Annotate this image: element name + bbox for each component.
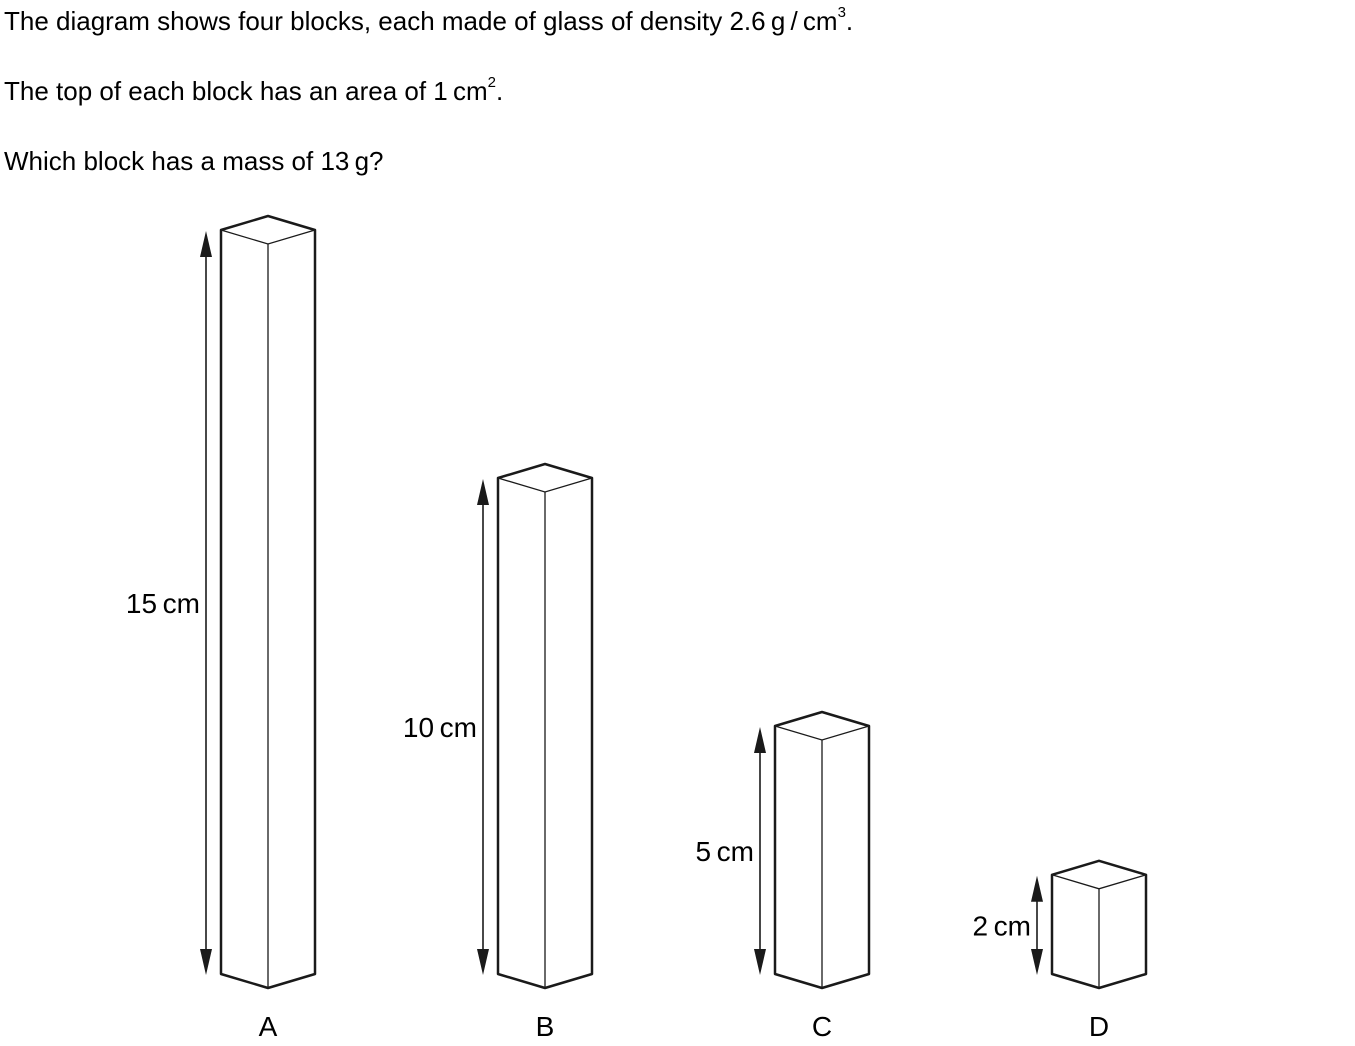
question-line-area: The top of each block has an area of 1 c… <box>4 74 504 106</box>
area-text: The top of each block has an area of 1 c… <box>4 76 488 106</box>
block-c-letter: C <box>812 1011 832 1042</box>
block-a-height-label: 15 cm <box>126 588 200 619</box>
block-b-arrow-down-icon <box>477 949 489 975</box>
block-c-height-label: 5 cm <box>695 836 754 867</box>
block-a-letter: A <box>259 1011 278 1042</box>
block-b-height-label: 10 cm <box>403 712 477 743</box>
block-d-letter: D <box>1089 1011 1109 1042</box>
block-d: 2 cm D <box>972 859 1148 1042</box>
block-c-arrow-up-icon <box>754 727 766 753</box>
block-d-height-label: 2 cm <box>972 910 1031 941</box>
question-line-prompt: Which block has a mass of 13 g? <box>4 146 384 176</box>
density-text: The diagram shows four blocks, each made… <box>4 6 838 36</box>
area-exponent: 2 <box>487 74 496 92</box>
question-line-density: The diagram shows four blocks, each made… <box>4 4 854 36</box>
block-b: 10 cm B <box>403 462 594 1042</box>
block-a-arrow-down-icon <box>200 949 212 975</box>
block-d-arrow-up-icon <box>1031 875 1043 902</box>
density-exponent: 3 <box>837 4 846 22</box>
block-a-arrow-up-icon <box>200 231 212 257</box>
area-period: . <box>495 76 504 106</box>
block-c-arrow-down-icon <box>754 949 766 975</box>
block-d-arrow-down-icon <box>1031 949 1043 975</box>
density-period: . <box>845 6 854 36</box>
block-b-letter: B <box>536 1011 555 1042</box>
block-c: 5 cm C <box>695 710 871 1042</box>
block-a: 15 cm A <box>126 214 317 1042</box>
block-b-arrow-up-icon <box>477 479 489 505</box>
